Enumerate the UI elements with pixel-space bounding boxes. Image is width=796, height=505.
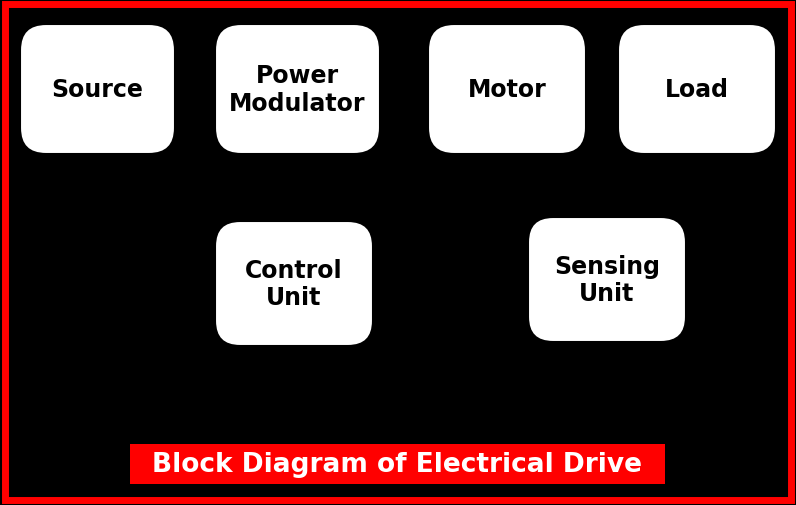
FancyBboxPatch shape [215,25,380,155]
Text: Power
Modulator: Power Modulator [229,64,365,116]
FancyBboxPatch shape [130,444,665,484]
FancyBboxPatch shape [215,222,373,346]
Text: Load: Load [665,78,729,102]
FancyBboxPatch shape [20,25,175,155]
Text: Source: Source [52,78,143,102]
Text: Control
Unit: Control Unit [245,258,343,310]
FancyBboxPatch shape [618,25,776,155]
Text: Block Diagram of Electrical Drive: Block Diagram of Electrical Drive [153,451,642,477]
Text: Sensing
Unit: Sensing Unit [554,254,660,306]
FancyBboxPatch shape [528,218,686,342]
FancyBboxPatch shape [428,25,586,155]
Text: Motor: Motor [467,78,546,102]
